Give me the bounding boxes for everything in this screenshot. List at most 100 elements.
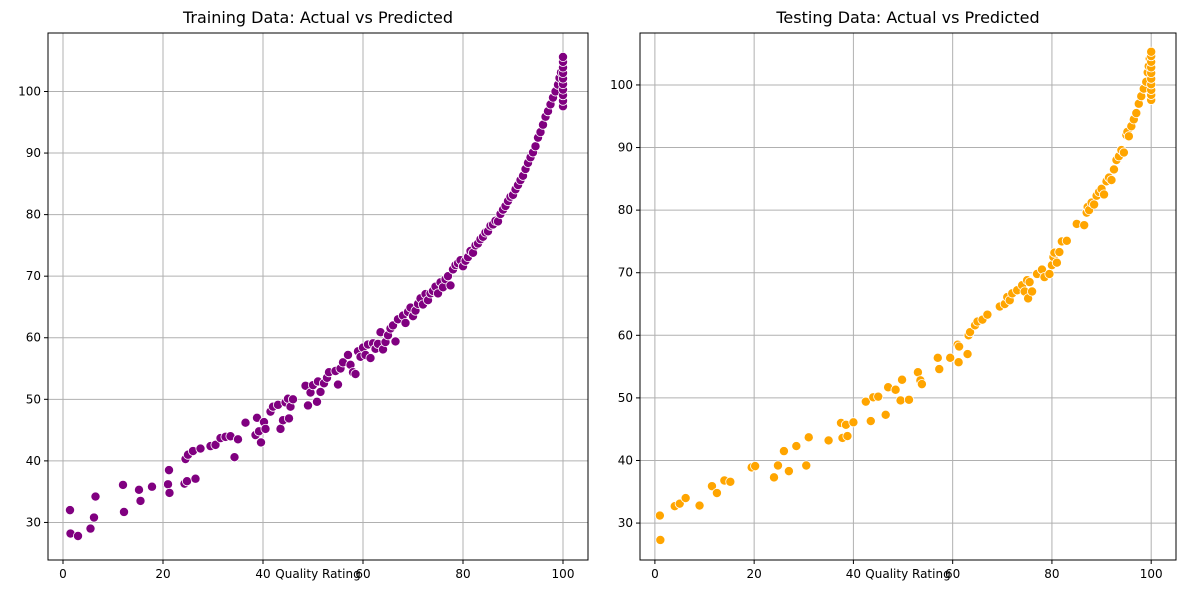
testing-data-point — [934, 364, 945, 375]
testing-data-point — [769, 472, 780, 483]
training-data-point — [350, 369, 361, 380]
testing-y-tick-label: 80 — [618, 203, 633, 217]
testing-data-point — [1027, 286, 1038, 297]
testing-x-tick-label: 60 — [945, 567, 960, 581]
testing-data-point — [1099, 189, 1110, 200]
testing-chart-title: Testing Data: Actual vs Predicted — [775, 8, 1039, 27]
testing-y-tick-label: 30 — [618, 516, 633, 530]
testing-data-point — [916, 379, 927, 390]
testing-data-point — [842, 431, 853, 442]
testing-data-point — [932, 352, 943, 363]
training-data-point — [332, 379, 343, 390]
training-data-point — [133, 484, 144, 495]
testing-x-axis-label: Quality Rating — [865, 567, 950, 581]
testing-data-point — [865, 416, 876, 427]
testing-x-tick-label: 20 — [747, 567, 762, 581]
training-y-tick-label: 90 — [26, 146, 41, 160]
testing-data-point — [873, 391, 884, 402]
testing-data-point — [680, 493, 691, 504]
testing-data-point — [783, 466, 794, 477]
testing-data-point — [1131, 108, 1142, 119]
training-x-axis-label: Quality Rating — [275, 567, 360, 581]
training-grid — [48, 33, 588, 560]
testing-data-point — [962, 349, 973, 360]
testing-data-point — [895, 395, 906, 406]
testing-data-point — [1106, 175, 1117, 186]
training-data-point — [442, 271, 453, 282]
training-x-tick-label: 40 — [255, 567, 270, 581]
testing-data-point — [654, 510, 665, 521]
testing-data-point — [1044, 268, 1055, 279]
testing-y-tick-label: 90 — [618, 141, 633, 155]
training-data-point — [229, 452, 240, 463]
training-data-point — [283, 413, 294, 424]
training-x-tick-label: 0 — [59, 567, 67, 581]
training-data-point — [390, 336, 401, 347]
testing-data-point — [750, 461, 761, 472]
training-data-point — [190, 473, 201, 484]
testing-data-point — [778, 446, 789, 457]
testing-data-point — [791, 441, 802, 452]
testing-data-point — [860, 396, 871, 407]
testing-y-tick-label: 40 — [618, 453, 633, 467]
training-data-point — [146, 481, 157, 492]
testing-data-point — [803, 432, 814, 443]
training-data-point — [530, 141, 541, 152]
training-y-tick-label: 60 — [26, 331, 41, 345]
training-x-tick-label: 80 — [455, 567, 470, 581]
testing-x-tick-label: 40 — [846, 567, 861, 581]
training-data-point — [342, 349, 353, 360]
training-axes-frame — [47, 32, 589, 561]
training-x-tick-label: 20 — [155, 567, 170, 581]
training-x-tick-label: 60 — [355, 567, 370, 581]
training-chart-title: Training Data: Actual vs Predicted — [182, 8, 453, 27]
testing-data-point — [890, 384, 901, 395]
testing-data-point — [1108, 164, 1119, 175]
training-data-point — [89, 512, 100, 523]
testing-data-point — [711, 488, 722, 499]
training-y-tick-label: 40 — [26, 454, 41, 468]
testing-data-point — [903, 394, 914, 405]
testing-y-tick-label: 50 — [618, 391, 633, 405]
testing-x-tick-label: 0 — [651, 567, 659, 581]
training-data-point — [162, 479, 173, 490]
training-y-tick-label: 70 — [26, 269, 41, 283]
testing-points — [654, 46, 1157, 545]
training-data-point — [135, 495, 146, 506]
training-data-point — [275, 423, 286, 434]
training-points — [65, 52, 569, 541]
training-data-point — [302, 400, 313, 411]
testing-data-point — [848, 417, 859, 428]
training-data-point — [365, 353, 376, 364]
testing-data-point — [801, 460, 812, 471]
training-y-tick-label: 100 — [18, 84, 41, 98]
testing-data-point — [880, 409, 891, 420]
testing-data-point — [1079, 220, 1090, 231]
training-data-point — [73, 530, 84, 541]
testing-data-point — [1123, 131, 1134, 142]
testing-chart-panel: Testing Data: Actual vs Predicted Qualit… — [610, 8, 1177, 581]
testing-data-point — [945, 352, 956, 363]
testing-data-point — [982, 309, 993, 320]
training-data-point — [210, 439, 221, 450]
testing-data-point — [1051, 257, 1062, 268]
testing-data-point — [694, 500, 705, 511]
training-data-point — [65, 505, 76, 516]
testing-x-tick-label: 80 — [1044, 567, 1059, 581]
testing-y-tick-label: 70 — [618, 266, 633, 280]
training-x-tick-label: 100 — [552, 567, 575, 581]
training-data-point — [311, 396, 322, 407]
testing-y-tick-label: 100 — [610, 78, 633, 92]
testing-data-point — [1089, 199, 1100, 210]
testing-data-point — [655, 534, 666, 545]
training-data-point — [118, 479, 129, 490]
testing-data-point — [1024, 277, 1035, 288]
training-data-point — [181, 476, 192, 487]
testing-data-point — [772, 460, 783, 471]
training-y-tick-label: 30 — [26, 515, 41, 529]
training-data-point — [260, 423, 271, 434]
training-data-point — [164, 487, 175, 498]
training-data-point — [232, 434, 243, 445]
training-data-point — [85, 523, 96, 534]
